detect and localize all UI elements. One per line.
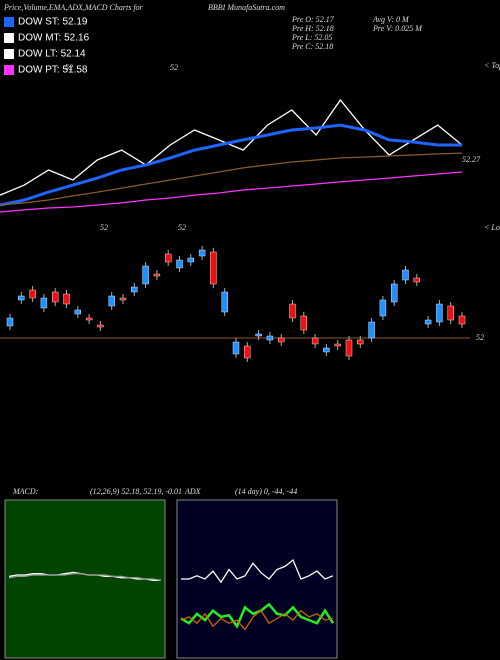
annotation: < Tops <box>484 61 500 70</box>
series-line <box>0 152 463 206</box>
panel-title: ADX <box>184 487 202 496</box>
candle-body <box>131 286 138 293</box>
candle-body <box>413 277 420 283</box>
stat: Pre O: 52.17 <box>291 15 335 24</box>
candle-body <box>402 269 409 281</box>
panel-subtitle: (12,26,9) 52.18, 52.19, -0.01 <box>90 487 182 496</box>
series-line <box>180 602 335 629</box>
candle-body <box>119 297 127 301</box>
candle-body <box>345 339 353 357</box>
candle-body <box>198 249 206 257</box>
legend-swatch <box>4 49 14 59</box>
series-line <box>0 98 463 196</box>
candle-body <box>187 257 195 263</box>
candle-body <box>210 251 217 285</box>
candle-body <box>153 273 161 277</box>
stat: Pre H: 52.18 <box>291 24 334 33</box>
candle-body <box>74 309 82 315</box>
series-line <box>0 123 462 207</box>
candle-body <box>255 333 262 337</box>
annotation: 52 <box>178 223 186 232</box>
candle-body <box>357 339 364 345</box>
panel-title: MACD: <box>12 487 39 496</box>
candle-body <box>278 337 285 343</box>
annotation: 52 <box>65 63 73 72</box>
series-line <box>8 573 162 581</box>
series-line <box>181 558 334 584</box>
candle-body <box>334 343 341 347</box>
page-title: Price,Volume,EMA,ADX,MACD Charts for <box>3 3 144 12</box>
candle-body <box>6 317 14 327</box>
candle-body <box>29 289 36 299</box>
stat: Pre V: 0.025 M <box>372 24 423 33</box>
candle-body <box>142 265 149 285</box>
candle-body <box>244 345 251 359</box>
legend-swatch <box>4 65 14 75</box>
legend-label: DOW MT: 52.16 <box>18 33 90 44</box>
candle-body <box>447 305 454 321</box>
candle-body <box>311 337 319 345</box>
candle-body <box>458 315 466 325</box>
ticker: BBBI MunafaSutra.com <box>208 3 285 12</box>
legend-swatch <box>4 33 14 43</box>
legend-swatch <box>4 17 14 27</box>
annotation: < Lows <box>484 223 500 232</box>
stat: Pre L: 52.05 <box>291 33 332 42</box>
panel-subtitle: (14 day) 0, -44, -44 <box>235 487 297 496</box>
candle-body <box>108 295 115 307</box>
candle-body <box>300 315 307 331</box>
candle-body <box>436 303 443 323</box>
annotation: 52 <box>170 63 178 72</box>
candle-body <box>368 321 375 339</box>
candle-body <box>232 341 240 355</box>
stat: Avg V: 0 M <box>372 15 410 24</box>
legend-label: DOW PT: 51.58 <box>18 65 88 76</box>
stat: Pre C: 52.18 <box>291 42 333 51</box>
candle-body <box>164 253 172 263</box>
annotation: 52 <box>100 223 108 232</box>
candle-body <box>289 303 296 319</box>
candle-body <box>379 299 387 317</box>
candle-body <box>221 291 228 313</box>
candle-body <box>424 319 432 325</box>
panel <box>176 499 338 659</box>
candle-body <box>40 297 48 309</box>
candle-body <box>176 259 183 269</box>
legend-label: DOW ST: 52.19 <box>18 17 88 28</box>
candle-body <box>85 317 93 321</box>
candle-body <box>391 283 398 303</box>
candle-body <box>97 324 104 328</box>
legend-label: DOW LT: 52.14 <box>18 49 86 60</box>
series-line <box>0 171 463 213</box>
series-line <box>180 609 334 631</box>
annotation: 52.27 <box>462 155 481 164</box>
candle-body <box>323 347 330 353</box>
candle-body <box>63 293 70 305</box>
candle-body <box>266 335 274 341</box>
candle-body <box>52 291 59 303</box>
candle-body <box>18 295 25 301</box>
ref-label: 52 <box>476 333 484 342</box>
